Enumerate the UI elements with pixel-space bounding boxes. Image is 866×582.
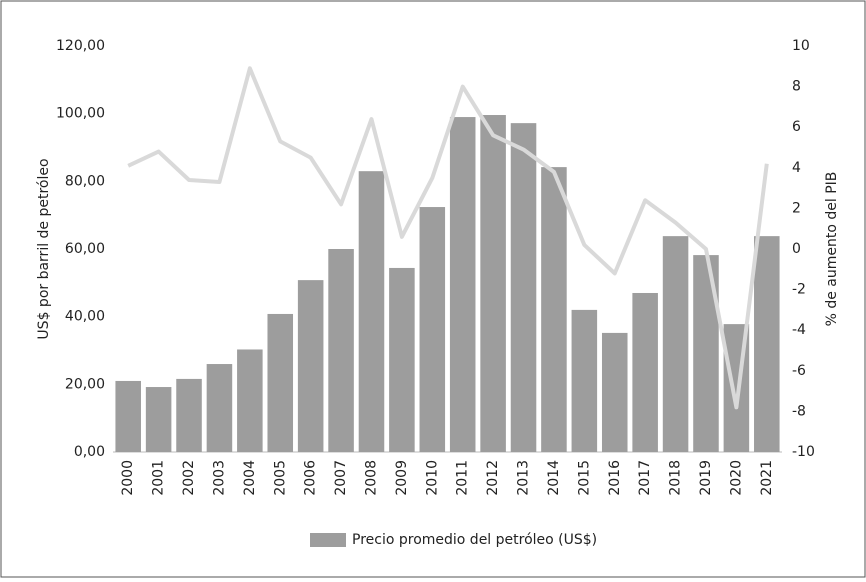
bar: [115, 380, 141, 452]
bar: [480, 115, 506, 453]
x-tick-label: 2009: [394, 460, 410, 496]
x-tick-label: 2004: [242, 460, 258, 496]
x-tick-label: 2010: [424, 460, 440, 496]
bar: [206, 364, 233, 452]
bar: [693, 255, 719, 452]
y-tick-label: 20,00: [65, 376, 105, 392]
y-tick-label: 40,00: [65, 309, 105, 325]
y-tick-label: 0,00: [74, 444, 105, 460]
x-tick-label: 2012: [485, 460, 501, 496]
bar: [267, 313, 294, 452]
y2-tick-label: 6: [792, 119, 801, 135]
x-tick-label: 2013: [516, 460, 532, 496]
y2-tick-label: 8: [792, 79, 801, 95]
x-tick-label: 2011: [455, 460, 471, 496]
y-tick-label: 60,00: [65, 241, 105, 257]
x-tick-label: 2001: [151, 460, 167, 496]
y2-tick-label: 0: [792, 241, 801, 257]
x-tick-label: 2000: [120, 460, 136, 496]
x-tick-label: 2006: [303, 460, 319, 496]
y-tick-label: 100,00: [56, 106, 105, 122]
x-tick-label: 2015: [576, 460, 592, 496]
y2-tick-label: 2: [792, 200, 801, 216]
x-tick-label: 2007: [333, 460, 349, 496]
bar: [541, 167, 567, 452]
y2-tick-label: -2: [792, 282, 806, 298]
y2-tick-label: -8: [792, 403, 806, 419]
bar: [510, 123, 537, 452]
bar: [754, 236, 780, 452]
y-axis-label: US$ por barril de petróleo: [36, 158, 52, 339]
y2-axis-label: % de aumento del PIB: [824, 172, 840, 327]
x-tick-label: 2014: [546, 460, 562, 496]
y2-tick-label: -10: [792, 444, 815, 460]
bar: [328, 249, 354, 452]
bar: [571, 309, 598, 452]
x-tick-label: 2019: [698, 460, 714, 496]
x-tick-label: 2005: [272, 460, 288, 496]
bar: [389, 267, 415, 452]
bar: [601, 332, 628, 452]
line: [127, 66, 769, 410]
x-tick-label: 2002: [181, 460, 197, 496]
bar: [358, 171, 385, 452]
x-tick-label: 2021: [759, 460, 775, 496]
bar: [297, 280, 324, 452]
y2-tick-label: 10: [792, 38, 810, 54]
x-tick-label: 2003: [211, 460, 227, 496]
x-tick-label: 2020: [728, 460, 744, 496]
y2-tick-label: -6: [792, 363, 806, 379]
y2-tick-label: 4: [792, 160, 801, 176]
bar: [419, 207, 446, 452]
bar: [145, 387, 172, 452]
bar: [449, 117, 476, 453]
bar: [176, 378, 202, 452]
legend-label: Precio promedio del petróleo (US$): [352, 532, 597, 548]
y2-tick-label: -4: [792, 322, 806, 338]
legend-swatch: [310, 533, 346, 547]
y-tick-label: 80,00: [65, 173, 105, 189]
x-tick-label: 2016: [607, 460, 623, 496]
bar: [662, 236, 689, 452]
x-tick-label: 2008: [363, 460, 379, 496]
bar: [237, 349, 263, 452]
x-tick-label: 2017: [637, 460, 653, 496]
x-tick-label: 2018: [668, 460, 684, 496]
bar: [632, 292, 658, 452]
y-tick-label: 120,00: [56, 38, 105, 54]
